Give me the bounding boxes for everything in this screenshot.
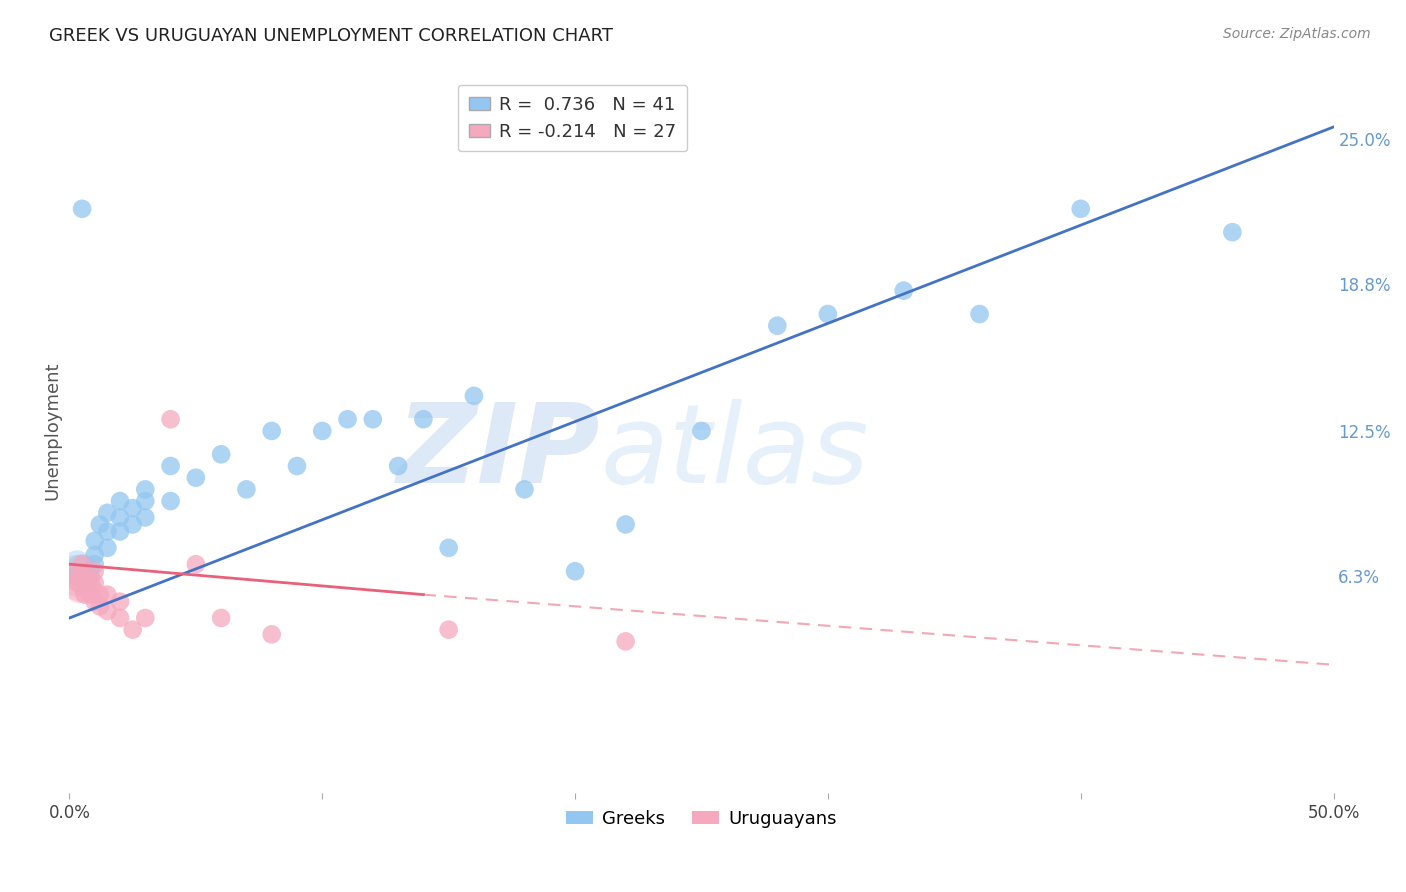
Point [336, 412, 359, 426]
Point [134, 510, 156, 524]
Point [108, 510, 131, 524]
Point [690, 424, 713, 438]
Point [121, 501, 143, 516]
Point [1070, 202, 1092, 216]
Point [89, 599, 111, 614]
Point [79, 571, 101, 585]
Point [83, 575, 105, 590]
Point [766, 318, 789, 333]
Point [817, 307, 839, 321]
Y-axis label: Unemployment: Unemployment [44, 361, 60, 500]
Point [184, 471, 207, 485]
Point [96, 541, 118, 555]
Point [96, 524, 118, 539]
Point [69, 571, 91, 585]
Text: atlas: atlas [600, 400, 869, 506]
Point [70, 202, 93, 216]
Point [159, 494, 181, 508]
Point [73, 571, 96, 585]
Point [69, 581, 91, 595]
Point [134, 483, 156, 497]
Point [209, 611, 232, 625]
Point [70, 581, 93, 595]
Point [121, 517, 143, 532]
Point [361, 412, 384, 426]
Point [387, 458, 409, 473]
Point [66, 558, 89, 572]
Point [108, 524, 131, 539]
Point [89, 517, 111, 532]
Point [412, 412, 434, 426]
Point [437, 623, 460, 637]
Point [108, 611, 131, 625]
Point [96, 588, 118, 602]
Point [260, 627, 283, 641]
Point [184, 558, 207, 572]
Point [83, 564, 105, 578]
Point [121, 623, 143, 637]
Point [1222, 225, 1244, 239]
Point [513, 483, 536, 497]
Point [96, 604, 118, 618]
Point [66, 569, 89, 583]
Legend: Greeks, Uruguayans: Greeks, Uruguayans [558, 803, 844, 835]
Point [235, 483, 257, 497]
Point [260, 424, 283, 438]
Point [83, 558, 105, 572]
Text: ZIP: ZIP [396, 400, 600, 506]
Point [76, 575, 98, 590]
Point [311, 424, 333, 438]
Point [82, 581, 104, 595]
Point [83, 548, 105, 562]
Point [73, 588, 96, 602]
Point [437, 541, 460, 555]
Point [209, 447, 232, 461]
Point [614, 517, 637, 532]
Point [134, 494, 156, 508]
Point [159, 412, 181, 426]
Point [285, 458, 308, 473]
Point [83, 533, 105, 548]
Point [108, 594, 131, 608]
Point [63, 564, 86, 578]
Point [79, 588, 101, 602]
Point [96, 506, 118, 520]
Point [134, 611, 156, 625]
Text: Source: ZipAtlas.com: Source: ZipAtlas.com [1223, 27, 1371, 41]
Point [70, 558, 93, 572]
Point [70, 564, 93, 578]
Point [969, 307, 991, 321]
Point [79, 564, 101, 578]
Point [159, 458, 181, 473]
Point [66, 575, 89, 590]
Point [564, 564, 586, 578]
Point [108, 494, 131, 508]
Point [83, 594, 105, 608]
Point [89, 588, 111, 602]
Point [893, 284, 915, 298]
Text: GREEK VS URUGUAYAN UNEMPLOYMENT CORRELATION CHART: GREEK VS URUGUAYAN UNEMPLOYMENT CORRELAT… [49, 27, 613, 45]
Point [614, 634, 637, 648]
Point [69, 575, 91, 590]
Point [463, 389, 485, 403]
